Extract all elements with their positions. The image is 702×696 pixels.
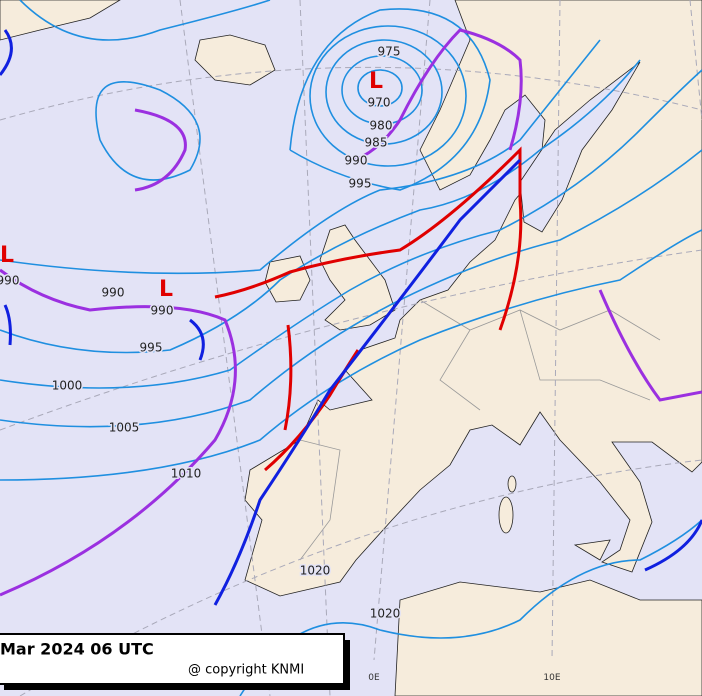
fronts [0, 28, 702, 606]
low-marker: L [159, 277, 173, 302]
isobar-label: 990 [151, 304, 174, 318]
isobar-label: 990 [102, 286, 125, 300]
isobar-label: 990 [345, 154, 368, 168]
low-marker: L [369, 69, 383, 94]
title: Mar 2024 06 UTC [0, 640, 154, 659]
isobar-label: 995 [140, 341, 163, 355]
lows: L L L [0, 69, 383, 302]
isobar-labels: 975 970 980 985 990 995 990 990 990 995 1000 1005 10… [0, 43, 402, 622]
longitude-label: 0E [368, 673, 380, 683]
isobar-label: 990 [0, 274, 19, 288]
isobar-label: 980 [370, 119, 393, 133]
isobar-label: 970 [368, 96, 391, 110]
isobar-label: 1020 [300, 564, 331, 578]
isobar-label: 985 [365, 136, 388, 150]
isobar-label: 1000 [52, 379, 83, 393]
longitude-label: 10E [543, 673, 560, 683]
isobar-label: 1020 [370, 607, 401, 621]
isobar-label: 975 [378, 45, 401, 59]
copyright: @ copyright KNMI [188, 663, 304, 678]
caption-box [0, 633, 345, 685]
isobar-label: 995 [349, 177, 372, 191]
isobar-label: 1005 [109, 421, 140, 435]
isobar-label: 1010 [171, 467, 202, 481]
low-marker: L [0, 243, 14, 268]
